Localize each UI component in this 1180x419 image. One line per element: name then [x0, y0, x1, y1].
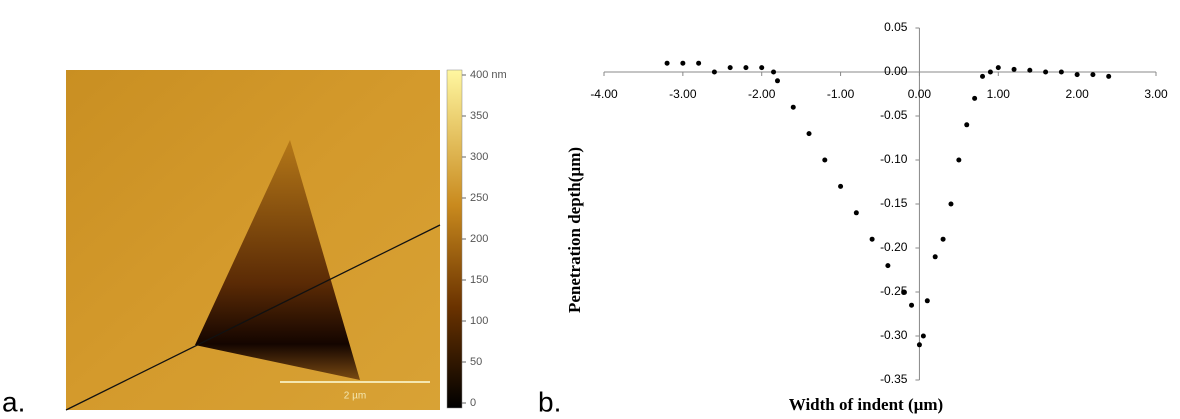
indent: [195, 140, 360, 380]
x-tick-label: -1.00: [827, 87, 855, 101]
data-point: [727, 65, 733, 71]
y-axis-title: Penetration depth(µm): [565, 147, 584, 313]
data-point: [901, 289, 907, 295]
scale-bar-label: 2 µm: [344, 391, 366, 402]
y-tick-label: -0.15: [880, 196, 908, 210]
data-point: [987, 69, 993, 75]
data-point: [932, 254, 938, 260]
x-tick-label: -2.00: [748, 87, 776, 101]
data-point: [1074, 72, 1080, 78]
x-tick-label: 3.00: [1144, 87, 1168, 101]
data-point: [920, 333, 926, 339]
data-point: [964, 122, 970, 128]
data-point: [759, 65, 765, 71]
y-tick-label: 0.05: [884, 20, 908, 34]
data-point: [995, 65, 1001, 71]
y-tick-label: -0.10: [880, 152, 908, 166]
data-point: [909, 302, 915, 308]
colorbar-tick-label: 250: [470, 192, 488, 204]
data-point: [790, 104, 796, 110]
x-axis-title: Width of indent (µm): [789, 395, 943, 414]
data-point: [1043, 69, 1049, 75]
data-point: [743, 65, 749, 71]
data-point: [885, 263, 891, 269]
data-point: [956, 157, 962, 163]
y-tick-label: -0.05: [880, 108, 908, 122]
data-point: [853, 210, 859, 216]
colorbar-tick-label: 100: [470, 315, 488, 327]
profile-line: [65, 224, 441, 411]
data-point: [1058, 69, 1064, 75]
x-tick-label: -4.00: [590, 87, 618, 101]
x-tick-label: 2.00: [1065, 87, 1089, 101]
data-point: [948, 201, 954, 207]
data-point: [869, 236, 875, 242]
data-point: [972, 95, 978, 101]
colorbar: [446, 69, 463, 409]
data-point: [916, 342, 922, 348]
data-point: [980, 73, 986, 79]
data-point: [680, 60, 686, 66]
data-point: [1090, 72, 1096, 78]
data-point: [664, 60, 670, 66]
colorbar-tick-label: 0: [470, 397, 476, 409]
data-point: [1011, 66, 1017, 72]
data-point: [924, 298, 930, 304]
x-tick-label: 1.00: [987, 87, 1011, 101]
data-point: [1027, 67, 1033, 73]
data-point: [696, 60, 702, 66]
y-tick-label: -0.30: [880, 328, 908, 342]
colorbar-tick-label: 300: [470, 151, 488, 163]
x-tick-label: -3.00: [669, 87, 697, 101]
y-tick-label: -0.20: [880, 240, 908, 254]
y-tick-label: -0.25: [880, 284, 908, 298]
y-tick-label: -0.35: [880, 372, 908, 386]
afm-image: 2 µm: [65, 69, 463, 411]
data-point: [774, 78, 780, 84]
data-point: [771, 69, 777, 75]
data-point: [838, 183, 844, 189]
data-point: [1106, 73, 1112, 79]
colorbar-tick-label: 350: [470, 110, 488, 122]
panel-label: a.: [2, 386, 25, 417]
colorbar-tick-label: 50: [470, 356, 482, 368]
colorbar-tick-label: 200: [470, 233, 488, 245]
data-point: [711, 69, 717, 75]
data-point: [940, 236, 946, 242]
colorbar-tick-label: 400 nm: [470, 69, 507, 81]
data-point: [806, 131, 812, 137]
data-point: [822, 157, 828, 163]
x-tick-label: 0.00: [908, 87, 932, 101]
colorbar-tick-label: 150: [470, 274, 488, 286]
panel-label: b.: [538, 386, 561, 417]
y-tick-label: 0.00: [884, 64, 908, 78]
